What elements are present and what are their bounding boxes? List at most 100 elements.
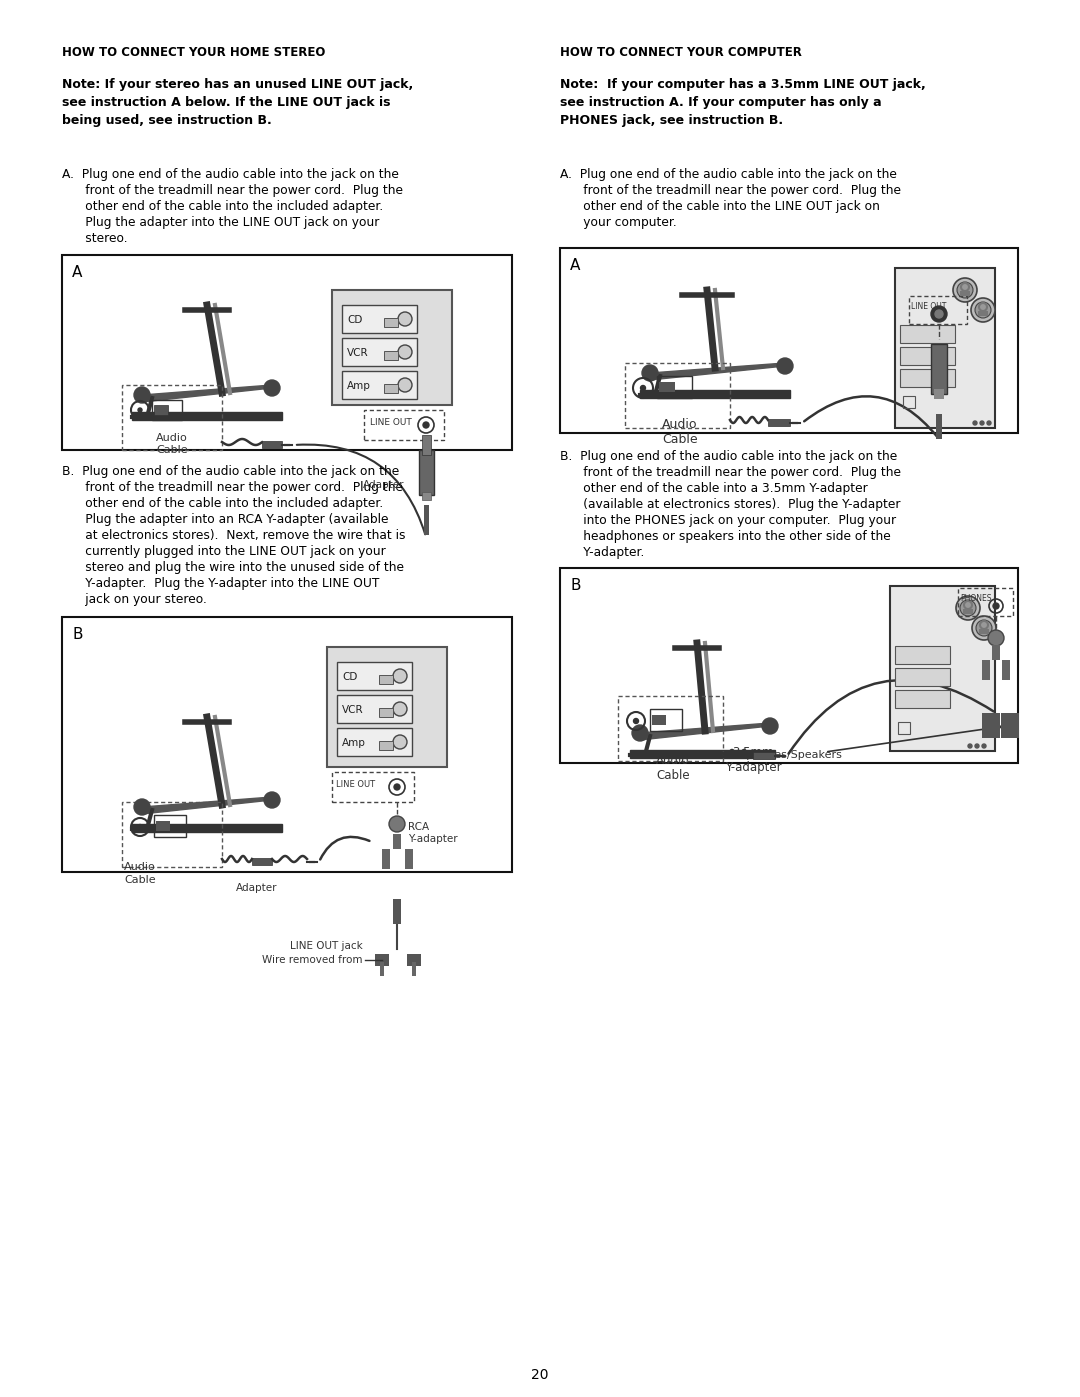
Bar [364, 409, 444, 440]
Text: RCA
Y-adapter: RCA Y-adapter [408, 823, 458, 844]
Circle shape [399, 379, 411, 393]
Circle shape [264, 792, 280, 807]
Bar [154, 814, 186, 837]
Text: Cable: Cable [124, 875, 156, 886]
Bar [337, 728, 411, 756]
Circle shape [931, 306, 947, 321]
Bar [900, 346, 955, 365]
Bar [62, 617, 512, 872]
Bar [154, 405, 168, 415]
Bar [252, 858, 272, 865]
Text: other end of the cable into the included adapter.: other end of the cable into the included… [62, 497, 383, 510]
Bar [625, 363, 730, 427]
Text: into the PHONES jack on your computer.  Plug your: into the PHONES jack on your computer. P… [561, 514, 896, 527]
Text: Audio
Cable: Audio Cable [662, 418, 698, 446]
Text: A.  Plug one end of the audio cable into the jack on the: A. Plug one end of the audio cable into … [62, 168, 399, 182]
Circle shape [640, 386, 646, 391]
Circle shape [632, 725, 648, 740]
Bar [332, 773, 414, 802]
Text: see instruction A. If your computer has only a: see instruction A. If your computer has … [561, 96, 881, 109]
Bar [900, 326, 955, 344]
Bar [978, 312, 988, 316]
Polygon shape [650, 363, 785, 380]
Text: PHONES: PHONES [960, 594, 991, 604]
Bar [895, 645, 950, 664]
Circle shape [960, 599, 976, 616]
Text: CD: CD [347, 314, 363, 326]
Text: front of the treadmill near the power cord.  Plug the: front of the treadmill near the power co… [561, 467, 901, 479]
Circle shape [399, 345, 411, 359]
Text: Amp: Amp [342, 738, 366, 747]
Text: stereo.: stereo. [62, 232, 127, 244]
Text: jack on your stereo.: jack on your stereo. [62, 592, 207, 606]
Text: HOW TO CONNECT YOUR HOME STEREO: HOW TO CONNECT YOUR HOME STEREO [62, 46, 325, 59]
Text: Y-adapter.  Plug the Y-adapter into the LINE OUT: Y-adapter. Plug the Y-adapter into the L… [62, 577, 379, 590]
Bar [618, 696, 723, 761]
Text: (available at electronics stores).  Plug the Y-adapter: (available at electronics stores). Plug … [561, 497, 901, 511]
Bar [561, 249, 1018, 433]
Text: other end of the cable into a 3.5mm Y-adapter: other end of the cable into a 3.5mm Y-ad… [561, 482, 867, 495]
Text: B: B [72, 627, 82, 643]
Text: at electronics stores).  Next, remove the wire that is: at electronics stores). Next, remove the… [62, 529, 405, 542]
Bar [630, 750, 775, 759]
Polygon shape [640, 724, 770, 740]
Circle shape [987, 420, 991, 425]
Bar [424, 504, 429, 535]
Circle shape [642, 365, 658, 381]
Bar [379, 675, 393, 685]
Text: other end of the cable into the included adapter.: other end of the cable into the included… [62, 200, 383, 212]
Bar [936, 414, 942, 439]
Text: stereo and plug the wire into the unused side of the: stereo and plug the wire into the unused… [62, 562, 404, 574]
Bar [753, 752, 775, 759]
Circle shape [634, 718, 638, 724]
Text: Headphones/Speakers: Headphones/Speakers [717, 750, 842, 760]
Bar [895, 268, 995, 427]
Bar [342, 305, 417, 332]
Bar [384, 384, 399, 393]
Circle shape [137, 824, 143, 830]
Bar [640, 390, 789, 398]
Text: VCR: VCR [342, 705, 364, 715]
Bar [903, 395, 915, 408]
Text: see instruction A below. If the LINE OUT jack is: see instruction A below. If the LINE OUT… [62, 96, 391, 109]
Text: headphones or speakers into the other side of the: headphones or speakers into the other si… [561, 529, 891, 543]
Bar [993, 645, 1000, 659]
Bar [419, 450, 434, 495]
Text: LINE OUT: LINE OUT [336, 780, 375, 789]
Bar [393, 900, 401, 923]
Bar [650, 710, 681, 731]
Circle shape [975, 745, 978, 747]
Circle shape [393, 735, 407, 749]
Bar [379, 708, 393, 717]
Circle shape [393, 669, 407, 683]
Bar [122, 802, 222, 868]
Bar [1001, 712, 1020, 738]
Bar [652, 715, 666, 725]
Bar [384, 319, 399, 327]
Text: Wire removed from: Wire removed from [262, 956, 363, 965]
Text: VCR: VCR [347, 348, 368, 358]
Text: your computer.: your computer. [561, 217, 677, 229]
Text: 3.5mm
Y-adapter: 3.5mm Y-adapter [725, 746, 781, 774]
Bar [332, 291, 453, 405]
Bar [978, 629, 989, 634]
Bar [262, 441, 282, 448]
Text: LINE OUT: LINE OUT [912, 302, 946, 312]
Bar [900, 369, 955, 387]
Bar [152, 400, 183, 420]
Polygon shape [141, 798, 272, 814]
Text: Note:  If your computer has a 3.5mm LINE OUT jack,: Note: If your computer has a 3.5mm LINE … [561, 78, 926, 91]
Bar [931, 344, 947, 394]
Text: Adapter: Adapter [363, 481, 405, 490]
Bar [382, 849, 390, 869]
Circle shape [953, 278, 977, 302]
Text: front of the treadmill near the power cord.  Plug the: front of the treadmill near the power co… [62, 481, 403, 495]
Circle shape [957, 282, 973, 298]
Bar [132, 824, 282, 833]
Text: CD: CD [342, 672, 357, 682]
Circle shape [976, 620, 993, 636]
Bar [337, 694, 411, 724]
Text: Note: If your stereo has an unused LINE OUT jack,: Note: If your stereo has an unused LINE … [62, 78, 414, 91]
Bar [393, 834, 401, 849]
Bar [156, 821, 170, 831]
